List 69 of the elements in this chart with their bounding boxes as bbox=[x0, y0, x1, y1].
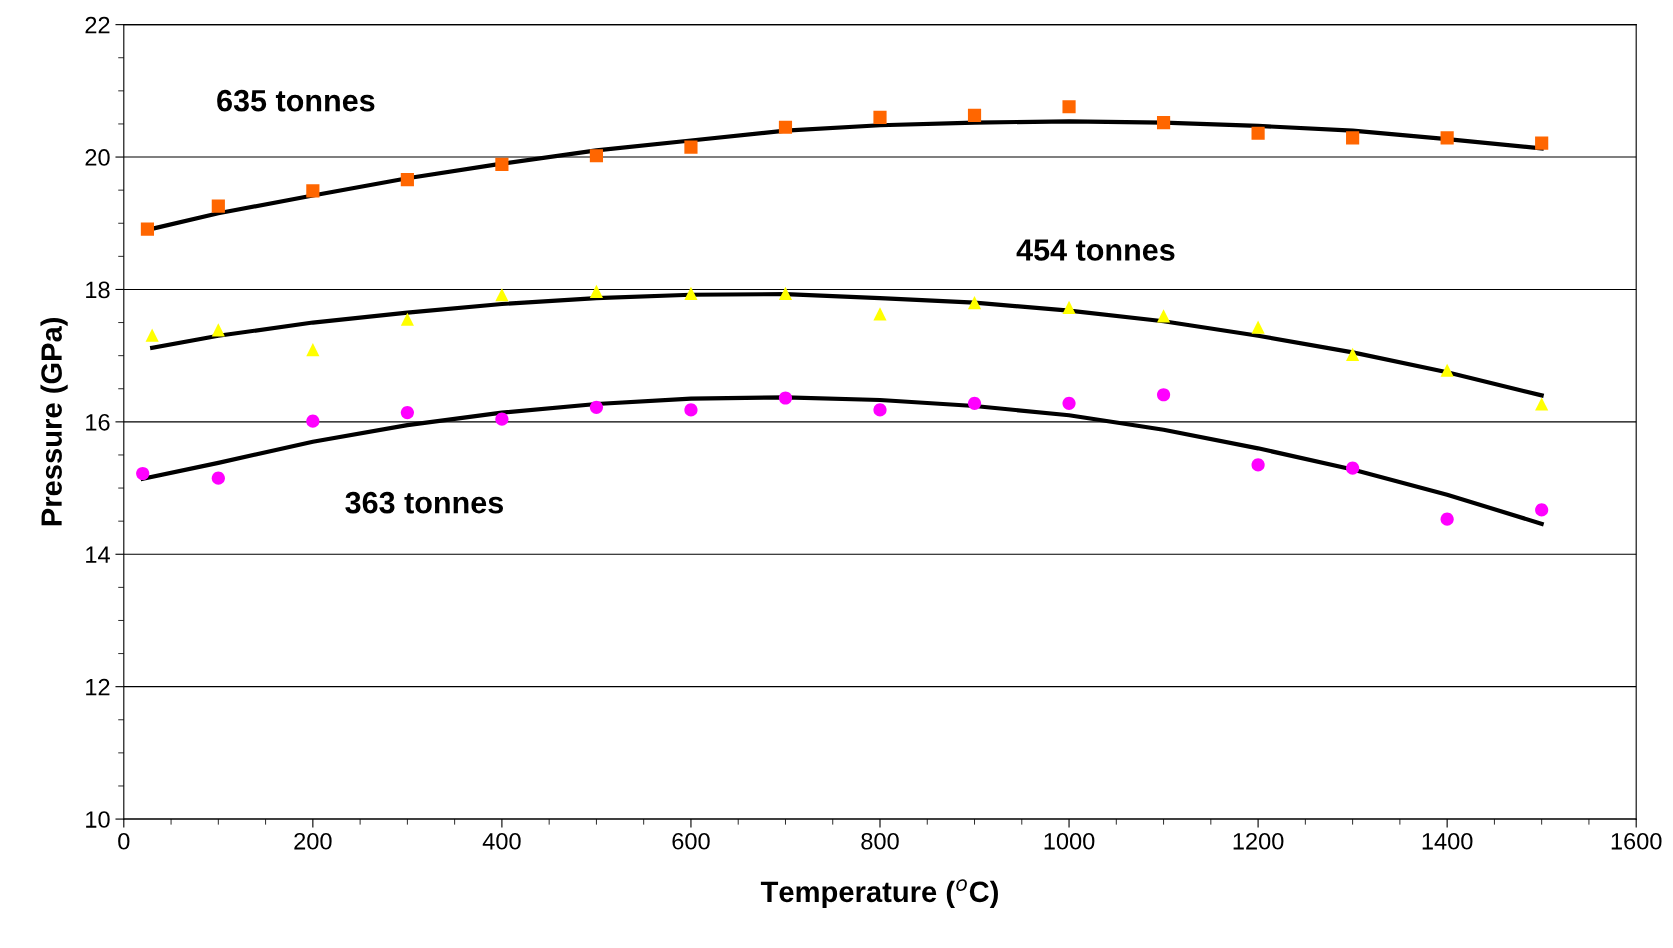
annotation: 454 tonnes bbox=[1016, 239, 1175, 261]
point bbox=[211, 323, 225, 337]
point bbox=[967, 296, 982, 310]
point bbox=[400, 312, 414, 326]
point bbox=[306, 414, 320, 428]
point bbox=[1062, 396, 1076, 410]
point bbox=[1062, 300, 1076, 314]
point bbox=[778, 391, 793, 405]
x-axis-title: Temperature ($^{o}$C) bbox=[760, 879, 998, 908]
point bbox=[1535, 136, 1549, 150]
point bbox=[306, 184, 320, 198]
y-axis-title: Pressure (GPa) bbox=[40, 317, 68, 526]
point bbox=[1440, 512, 1454, 526]
point bbox=[140, 222, 155, 236]
annotation: 363 tonnes bbox=[345, 491, 503, 514]
x-tick-label: 1200 bbox=[1233, 832, 1284, 850]
point bbox=[1156, 309, 1171, 323]
point bbox=[495, 288, 509, 302]
y-tick-label: 14 bbox=[86, 546, 110, 563]
point bbox=[1346, 461, 1360, 475]
x-tick-label: 1000 bbox=[1044, 832, 1095, 850]
x-tick-label: 1400 bbox=[1422, 832, 1473, 850]
point bbox=[1251, 126, 1265, 140]
point bbox=[495, 412, 509, 426]
point bbox=[589, 149, 604, 163]
point bbox=[589, 284, 604, 299]
point bbox=[684, 286, 698, 301]
point bbox=[1251, 458, 1265, 472]
point bbox=[1346, 131, 1360, 145]
point bbox=[684, 140, 698, 154]
point bbox=[495, 157, 509, 171]
y-tick-label: 20 bbox=[85, 149, 110, 166]
y-tick-label: 18 bbox=[86, 281, 110, 299]
point bbox=[136, 466, 150, 481]
point bbox=[400, 406, 414, 420]
x-tick-label: 600 bbox=[672, 832, 710, 850]
point bbox=[967, 396, 982, 410]
x-tick-label: 0 bbox=[118, 832, 130, 850]
x-tick-label: 200 bbox=[294, 832, 332, 850]
point bbox=[684, 403, 698, 417]
y-tick-label: 22 bbox=[85, 16, 110, 34]
point bbox=[873, 110, 887, 124]
x-tick-label: 1600 bbox=[1611, 832, 1662, 850]
point bbox=[1535, 397, 1549, 411]
point bbox=[306, 343, 320, 357]
point bbox=[400, 172, 414, 187]
annotation: 635 tonnes bbox=[217, 89, 375, 112]
point bbox=[1440, 131, 1454, 145]
point bbox=[1440, 363, 1454, 377]
point bbox=[211, 199, 225, 213]
x-tick-label: 400 bbox=[482, 832, 521, 850]
point bbox=[873, 307, 887, 321]
point bbox=[1156, 388, 1171, 402]
y-tick-label: 16 bbox=[86, 413, 110, 431]
point bbox=[778, 120, 793, 134]
point bbox=[211, 471, 225, 485]
y-tick-label: 12 bbox=[86, 678, 110, 696]
point bbox=[1346, 347, 1360, 361]
point bbox=[589, 400, 604, 414]
y-tick-label: 10 bbox=[86, 811, 110, 828]
point bbox=[1251, 320, 1265, 334]
point bbox=[1535, 503, 1549, 517]
point bbox=[873, 403, 887, 417]
point bbox=[778, 286, 793, 301]
point bbox=[967, 108, 982, 122]
point bbox=[1156, 116, 1171, 130]
point bbox=[1062, 100, 1076, 114]
x-tick-label: 800 bbox=[861, 832, 899, 850]
point bbox=[145, 328, 159, 342]
